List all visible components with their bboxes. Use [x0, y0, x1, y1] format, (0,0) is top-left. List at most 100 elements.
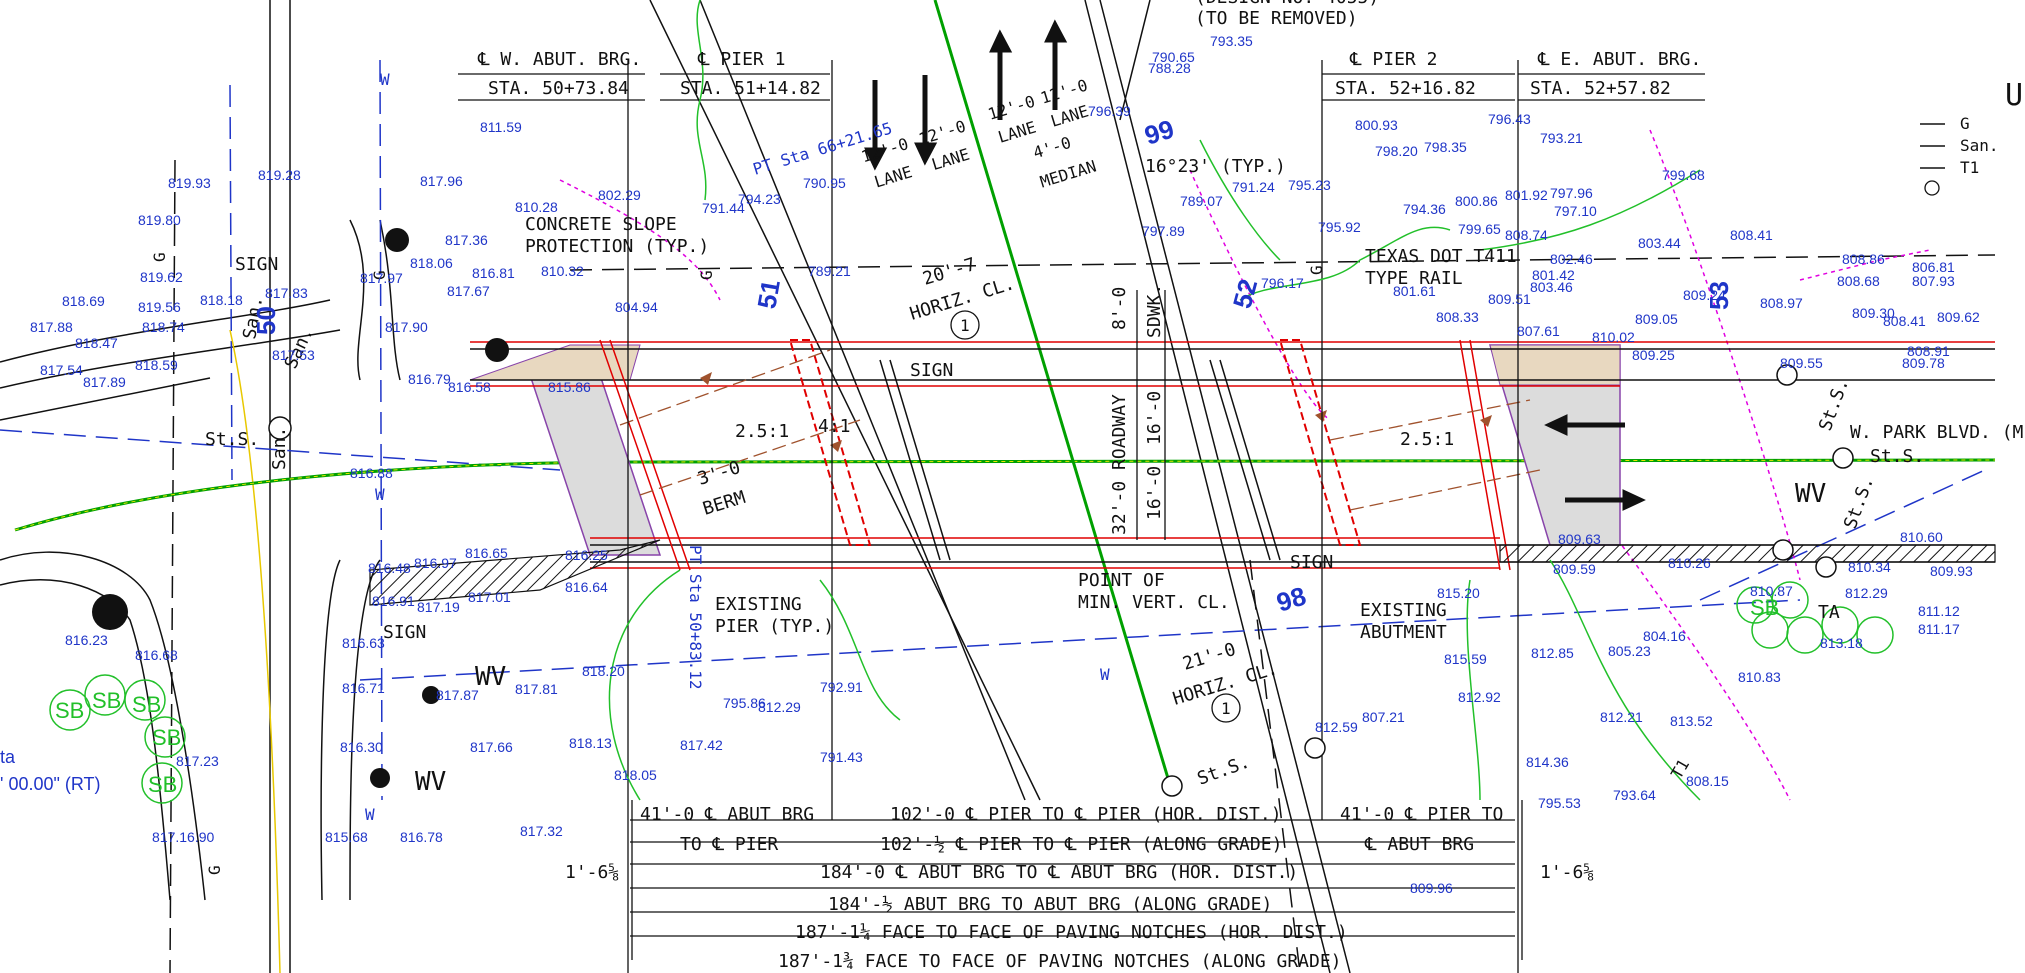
spot-elevation: 817.90	[385, 319, 428, 335]
spot-elevation: 817.88	[30, 319, 73, 335]
sign-label-4: SIGN	[383, 622, 426, 643]
spot-elevation: 817.36	[445, 232, 488, 248]
ta-left-label: ta	[0, 747, 16, 767]
utility-g-5: G	[205, 865, 224, 875]
spot-elevation: 807.61	[1517, 323, 1560, 339]
spot-elevation: 788.28	[1148, 60, 1191, 76]
spot-elevation: 809.96	[1410, 880, 1453, 896]
spot-elevation: 819.56	[138, 299, 181, 315]
spot-elevation: 791.43	[820, 749, 863, 765]
spot-elevation: 813.18	[1820, 635, 1863, 651]
spot-elevation: 809.25	[1632, 347, 1675, 363]
reference-lines	[458, 60, 1705, 973]
sidewalk-label: SDWK.	[1144, 284, 1165, 338]
spot-elevation: 795.23	[1288, 177, 1331, 193]
dimension-lines	[630, 290, 1523, 960]
spot-elevation: 808.41	[1883, 313, 1926, 329]
note-circle-2	[1211, 693, 1241, 723]
note-number-1: 1	[960, 316, 970, 335]
spot-elevation: 813.35	[0, 0, 43, 3]
spot-elevation: 816.91	[372, 593, 415, 609]
spot-elevation: 819.28	[258, 167, 301, 183]
lane-label-1: LANE	[872, 162, 914, 191]
legend-sanitary: San.	[1960, 136, 1999, 155]
dim-end-right: 1'-6⅝	[1540, 862, 1594, 883]
callout-pier1: ℄ PIER 1 STA. 51+14.82	[680, 49, 821, 99]
spot-elevation: 791.44	[702, 200, 745, 216]
legend: G San. T1	[1920, 114, 1999, 196]
sb-5: SB	[148, 772, 177, 797]
spot-elevation: 801.42	[1532, 267, 1575, 283]
pole-marker	[485, 338, 509, 362]
utility-g-3: G	[697, 270, 716, 280]
spot-elevation: 801.92	[1505, 187, 1548, 203]
e-abut-title: ℄ E. ABUT. BRG.	[1537, 49, 1701, 70]
pier1-title: ℄ PIER 1	[697, 49, 785, 70]
manhole-marker	[1832, 447, 1854, 469]
spot-elevation: 789.21	[808, 263, 851, 279]
spot-elevation: 807.21	[1362, 709, 1405, 725]
spot-elevation: 799.65	[1458, 221, 1501, 237]
green-centerline	[14, 458, 1996, 532]
spot-elevation: 794.36	[1403, 201, 1446, 217]
spot-elevation: 802.29	[598, 187, 641, 203]
lane-label-3: LANE	[996, 117, 1038, 146]
spot-elevation: 817.19	[417, 599, 460, 615]
spot-elevation: 814.36	[1526, 754, 1569, 770]
spot-elevation: 796.43	[1488, 111, 1531, 127]
spot-elevation: 809.30	[1852, 305, 1895, 321]
spot-elevation: 818.47	[75, 335, 118, 351]
dim-end-left: 1'-6⅝	[565, 862, 619, 883]
spot-elevations: 819.93 819.28 819.80 819.62 818.69 819.56 818.…	[0, 0, 1980, 896]
ta-label: TA	[1818, 602, 1840, 623]
point-min-line1: POINT OF	[1078, 570, 1165, 591]
spot-elevation: 818.20	[582, 663, 625, 679]
shrub-clusters	[49, 581, 1894, 804]
dim-abut-to-pier: 41'-0 ℄ ABUT BRG	[640, 804, 814, 825]
spot-elevation: 806.81	[1912, 259, 1955, 275]
poles	[92, 228, 1854, 797]
sb-3: SB	[132, 692, 161, 717]
spot-elevation: 817.53	[272, 347, 315, 363]
dim-notches-hor: 187'-1¼ FACE TO FACE OF PAVING NOTCHES (…	[795, 922, 1348, 943]
roadway-half-1: 16'-0	[1144, 391, 1165, 445]
st-s-label-2: St.S.	[1195, 751, 1253, 789]
spot-elevation: 800.93	[1355, 117, 1398, 133]
spot-elevation: 812.92	[1458, 689, 1501, 705]
spot-elevation: 817.81	[515, 681, 558, 697]
spot-elevation: 816.97	[414, 555, 457, 571]
median-width: 4'-0	[1031, 133, 1073, 162]
dim-pier-to-abut: 41'-0 ℄ PIER TO	[1340, 804, 1503, 825]
manhole-marker	[1772, 539, 1794, 561]
spot-elevation: 805.23	[1608, 643, 1651, 659]
spot-elevation: 793.64	[1613, 787, 1656, 803]
spot-elevation: 817.83	[265, 285, 308, 301]
spot-elevation: 795.53	[1538, 795, 1581, 811]
w-abut-title: ℄ W. ABUT. BRG.	[477, 49, 641, 70]
spot-elevation: 810.34	[1848, 559, 1891, 575]
spot-elevation: 803.44	[1638, 235, 1681, 251]
spot-elevation: 809.59	[1553, 561, 1596, 577]
spot-elevation: 816.23	[65, 632, 108, 648]
spot-elevation: 815.14	[0, 0, 43, 3]
spot-elevation: 808.15	[1686, 773, 1729, 789]
spot-elevation: 816.68	[135, 647, 178, 663]
pole-marker	[92, 594, 128, 630]
spot-elevation: 796.39	[1088, 103, 1131, 119]
spot-elevation: 809.55	[1780, 355, 1823, 371]
pole-marker	[385, 228, 409, 252]
station-53: 53	[1704, 281, 1734, 310]
spot-elevation: 810.87	[1750, 583, 1793, 599]
sign-label-1: SIGN	[910, 360, 953, 381]
dashed-utility-lines	[0, 59, 1996, 973]
median-label: MEDIAN	[1038, 156, 1099, 191]
slope-protection-line2: PROTECTION (TYP.)	[525, 236, 709, 257]
callout-w-abut: ℄ W. ABUT. BRG. STA. 50+73.84	[477, 49, 641, 99]
dim-abut-abut-grade: 184'-½ ABUT BRG TO ABUT BRG (ALONG GRADE…	[828, 894, 1272, 915]
spot-elevation: 810.60	[1900, 529, 1943, 545]
existing-pier-line1: EXISTING	[715, 594, 802, 615]
spot-elevation: 811.17	[1918, 621, 1960, 637]
roadway-half-2: 16'-0	[1144, 466, 1165, 520]
spot-elevation: 789.07	[1180, 193, 1223, 209]
spot-elevation: 809.51	[1488, 291, 1531, 307]
